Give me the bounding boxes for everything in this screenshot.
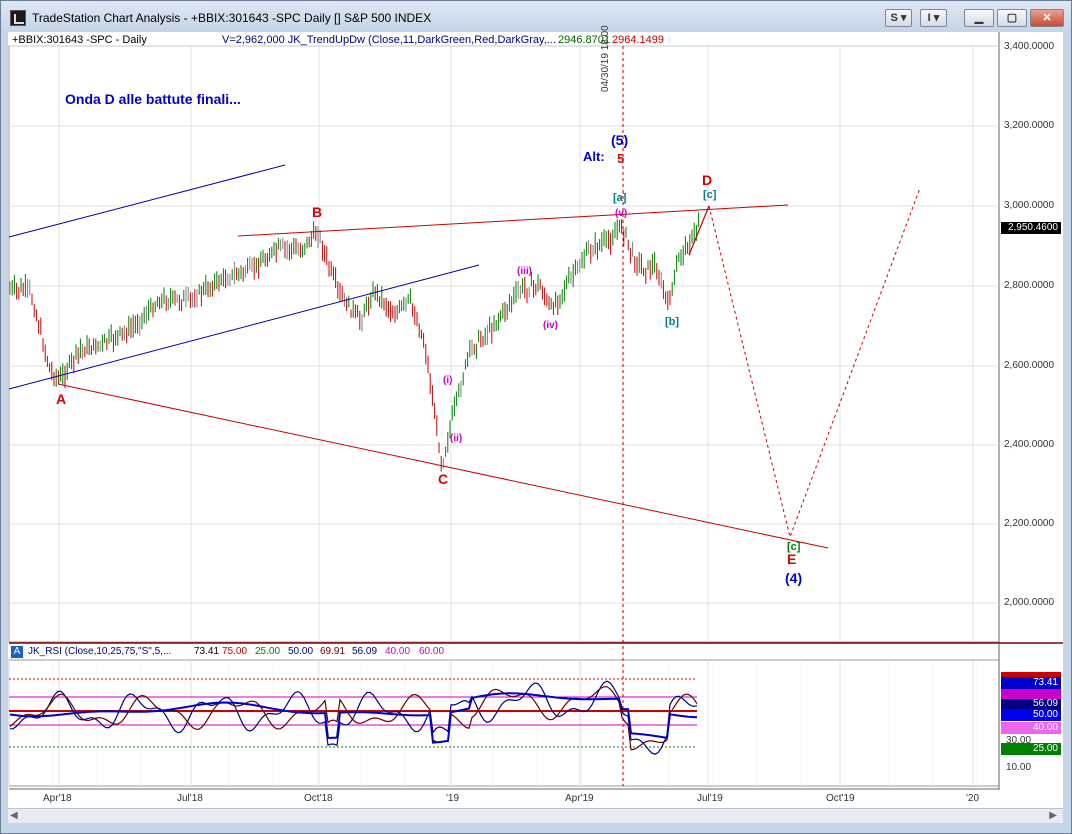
rsi-tag-4000: 40.00 (1001, 722, 1061, 734)
scroll-left-icon[interactable]: ◀ (10, 810, 18, 821)
rsi-value: 60.00 (419, 646, 445, 657)
minimize-button[interactable]: ▁ (964, 9, 994, 27)
rsi-pane-frame (8, 659, 1000, 787)
lower-channel-line (8, 264, 480, 390)
wave-d-line (688, 205, 710, 256)
wave-label-a: [a] (613, 192, 627, 204)
indicator-value-1: 2946.8701 (558, 34, 610, 46)
grid-lines (8, 32, 1063, 790)
time-tick: Apr'19 (565, 793, 594, 804)
rsi-tag-7341: 73.41 (1001, 677, 1061, 689)
wave-label-D: D (702, 172, 713, 188)
wave-label-A: A (56, 391, 67, 407)
rsi-value: 75.00 (222, 646, 248, 657)
close-icon: ✕ (1042, 12, 1052, 24)
time-tick: '20 (966, 793, 980, 804)
rsi-value: 50.00 (288, 646, 314, 657)
price-pane-frame (8, 45, 1000, 643)
maximize-icon: ▢ (1006, 12, 1018, 24)
window-title: TradeStation Chart Analysis - +BBIX:3016… (32, 11, 432, 25)
rsi-value: 25.00 (255, 646, 281, 657)
rsi-value: 40.00 (385, 646, 411, 657)
wave-label-iv: (iv) (543, 320, 558, 331)
wave-label-ii: (ii) (450, 433, 463, 444)
upper-channel-line (8, 164, 286, 238)
upper-triangle-line (237, 204, 789, 237)
rsi-value: 56.09 (352, 646, 378, 657)
wave-label-i: (i) (443, 375, 453, 386)
symbol-label: +BBIX:301643 -SPC - Daily (12, 34, 147, 46)
wave-label-v: (v) (615, 208, 628, 219)
rsi-tag-5000: 50.00 (1001, 709, 1061, 721)
time-tick: Oct'19 (826, 793, 855, 804)
rsi-pane-marker[interactable]: A (11, 646, 23, 658)
title-bar: TradeStation Chart Analysis - +BBIX:3016… (1, 1, 1071, 33)
rsi-tag-2500: 25.00 (1001, 743, 1061, 755)
price-tick: 2,600.0000 (1004, 360, 1055, 371)
wave-label-5: (5) (611, 132, 629, 148)
price-tick: 3,400.0000 (1004, 41, 1055, 52)
vertical-marker-label: 04/30/19 18:00 (600, 25, 611, 92)
price-tick: 2,800.0000 (1004, 280, 1055, 291)
wave-label-iii: (iii) (517, 266, 532, 277)
rsi-tick: 30.00 (1006, 735, 1032, 746)
chart-app-icon (10, 10, 26, 26)
rsi-tag-60 (1001, 689, 1061, 699)
i-menu-button[interactable]: I ▾ (920, 9, 947, 27)
trend-lines (8, 164, 921, 549)
time-tick: Jul'19 (697, 793, 723, 804)
rsi-value: 69.91 (320, 646, 346, 657)
price-tick: 2,000.0000 (1004, 597, 1055, 608)
time-tick: Apr'18 (43, 793, 72, 804)
price-tick: 2,200.0000 (1004, 518, 1055, 529)
wave-label-c-top: [c] (703, 189, 717, 201)
indicator-value-2: 2964.1499 (612, 34, 664, 46)
indicator-label: V=2,962,000 JK_TrendUpDw (Close,11,DarkG… (222, 34, 556, 46)
annotation-text: Onda D alle battute finali... (65, 91, 241, 107)
maximize-button[interactable]: ▢ (997, 9, 1027, 27)
rsi-fast-line (10, 680, 698, 755)
last-price-tag: 2,950.4600 (1001, 222, 1061, 234)
price-tick: 3,000.0000 (1004, 200, 1055, 211)
projection-line (708, 187, 921, 539)
time-tick: '19 (446, 793, 460, 804)
scroll-right-icon[interactable]: ▶ (1049, 810, 1057, 821)
wave-label-b: [b] (665, 316, 680, 328)
time-tick: Oct'18 (304, 793, 333, 804)
wave-label-alt: Alt: (583, 149, 605, 164)
lower-triangle-line (57, 383, 829, 549)
minimize-icon: ▁ (974, 12, 984, 24)
rsi-value: 73.41 (194, 646, 220, 657)
close-button[interactable]: ✕ (1030, 9, 1064, 27)
rsi-tag-5609: 56.09 (1001, 699, 1061, 709)
rsi-tick: 10.00 (1006, 762, 1032, 773)
time-tick: Jul'18 (177, 793, 203, 804)
rsi-label: JK_RSI (Close,10,25,75,"S",5,... (28, 646, 172, 657)
rsi-trend-line (9, 692, 698, 744)
wave-label-E: E (787, 551, 797, 567)
wave-label-alt-5: 5 (617, 151, 625, 166)
wave-label-c-bottom: [c] (787, 541, 801, 553)
horizontal-scrollbar[interactable]: ◀ ▶ (8, 808, 1063, 823)
rsi-tag-75 (1001, 672, 1061, 677)
price-tick: 2,400.0000 (1004, 439, 1055, 450)
rsi-lines (9, 678, 698, 755)
s-menu-button[interactable]: S ▾ (885, 9, 912, 27)
price-bars (9, 212, 700, 472)
wave-label-C: C (438, 471, 449, 487)
price-tick: 3,200.0000 (1004, 120, 1055, 131)
wave-label-4: (4) (785, 570, 803, 586)
wave-label-B: B (312, 204, 323, 220)
